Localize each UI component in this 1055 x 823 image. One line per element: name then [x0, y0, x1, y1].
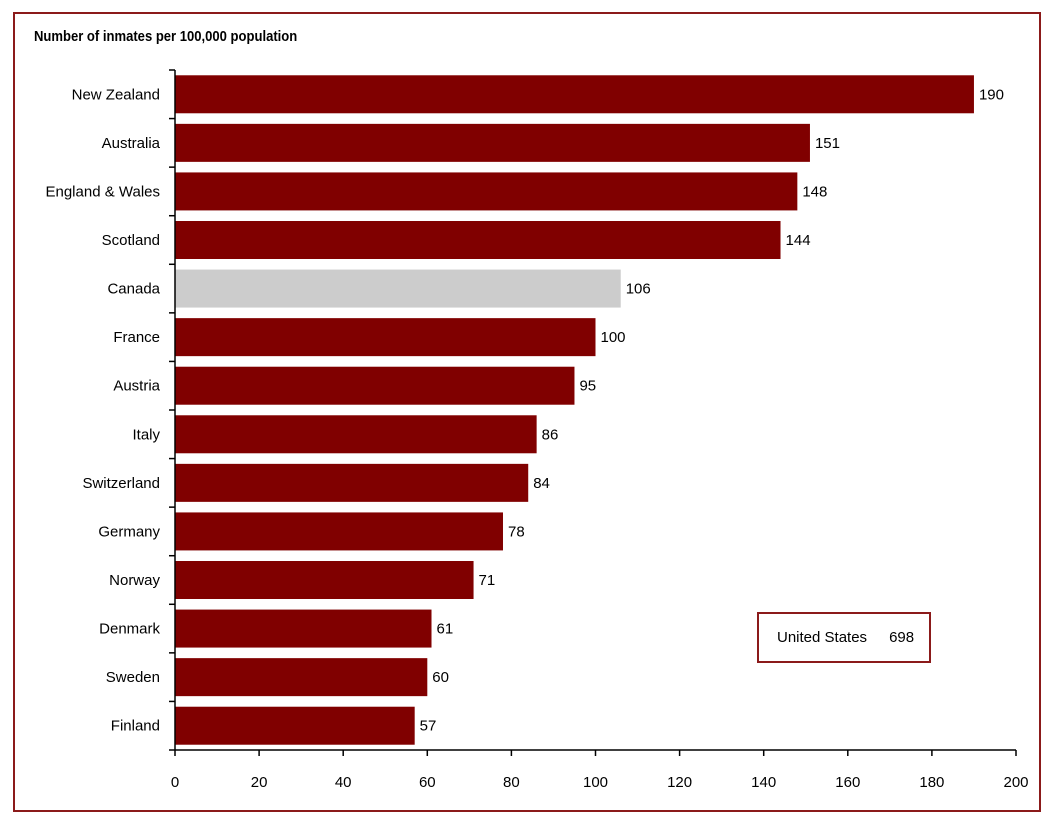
category-label: Italy: [132, 426, 160, 443]
callout-value: 698: [889, 629, 915, 646]
category-label: Germany: [98, 523, 160, 540]
bar-sweden: [175, 658, 428, 697]
data-label: 144: [786, 232, 811, 249]
data-label: 86: [542, 426, 559, 443]
bar-scotland: [175, 221, 781, 259]
category-label: Canada: [107, 281, 160, 298]
chart-title: Number of inmates per 100,000 population: [34, 29, 298, 45]
x-tick-label: 180: [919, 774, 944, 791]
data-label: 100: [601, 329, 626, 346]
category-label: Norway: [109, 572, 160, 589]
category-label: England & Wales: [45, 183, 160, 200]
category-label: Denmark: [99, 621, 160, 638]
bar-germany: [175, 512, 503, 551]
data-label: 151: [815, 135, 840, 152]
bar-norway: [175, 561, 474, 599]
category-label: Scotland: [102, 232, 160, 249]
category-label: Austria: [113, 378, 160, 395]
category-label: Sweden: [106, 669, 160, 686]
bar-australia: [175, 123, 810, 162]
bar-denmark: [175, 609, 432, 648]
chart-frame: [13, 12, 1041, 812]
bar-italy: [175, 415, 537, 454]
data-label: 78: [508, 523, 525, 540]
data-label: 60: [432, 669, 449, 686]
data-label: 61: [437, 621, 454, 638]
bar-switzerland: [175, 463, 529, 502]
data-label: 190: [979, 86, 1004, 103]
bar-finland: [175, 706, 415, 745]
category-label: Switzerland: [82, 475, 160, 492]
x-tick-label: 40: [335, 774, 352, 791]
data-label: 106: [626, 281, 651, 298]
bar-france: [175, 318, 596, 357]
bar-austria: [175, 366, 575, 405]
data-label: 71: [479, 572, 496, 589]
category-label: France: [113, 329, 160, 346]
category-label: New Zealand: [72, 86, 160, 103]
x-tick-label: 80: [503, 774, 520, 791]
callout-label: United States: [777, 629, 868, 646]
x-tick-label: 60: [419, 774, 436, 791]
x-tick-label: 140: [751, 774, 776, 791]
data-label: 95: [579, 378, 596, 395]
category-label: Finland: [111, 718, 160, 735]
x-tick-label: 100: [583, 774, 608, 791]
bar-england-wales: [175, 172, 798, 211]
x-tick-label: 0: [171, 774, 179, 791]
data-label: 84: [533, 475, 550, 492]
category-label: Australia: [102, 135, 161, 152]
x-tick-label: 20: [251, 774, 268, 791]
x-tick-label: 200: [1003, 774, 1028, 791]
data-label: 57: [420, 718, 437, 735]
data-label: 148: [802, 183, 827, 200]
bar-canada: [175, 269, 621, 308]
bar-new-zealand: [175, 75, 974, 114]
united-states-callout: United States 698: [757, 612, 931, 663]
x-tick-label: 160: [835, 774, 860, 791]
x-tick-label: 120: [667, 774, 692, 791]
